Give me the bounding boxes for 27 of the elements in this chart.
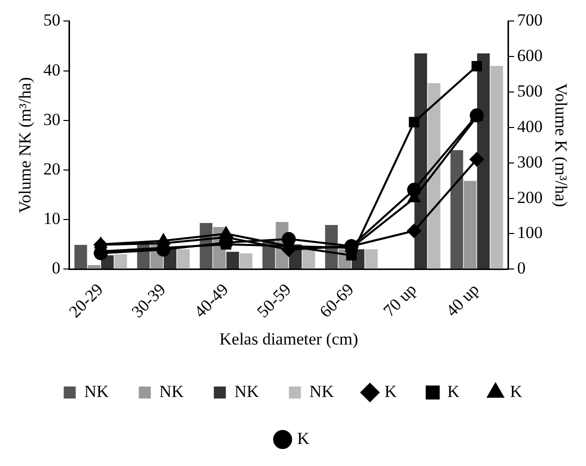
y-tick-label: 40	[43, 60, 60, 80]
legend-label: NK	[234, 382, 260, 401]
y-tick-label: 20	[43, 159, 60, 178]
legend-label: K	[384, 382, 398, 401]
y2-tick-label: 500	[517, 82, 543, 101]
y2-tick-label: 600	[517, 46, 543, 66]
y2-tick-label: 100	[517, 223, 543, 242]
y2-axis-title: Volume K (m³/ha)	[551, 83, 570, 208]
y-tick-label: 50	[43, 10, 60, 30]
legend-label: NK	[84, 382, 110, 401]
x-axis-title: Kelas diameter (cm)	[219, 329, 358, 348]
y2-tick-label: 0	[517, 258, 526, 278]
legend-label: NK	[159, 382, 185, 401]
y2-tick-label: 200	[517, 188, 543, 207]
x-tick-label: 40 up	[442, 280, 483, 320]
y2-tick-label: 300	[517, 152, 543, 172]
y-tick-label: 10	[43, 209, 60, 228]
y-tick-label: 0	[52, 258, 60, 278]
legend-label: K	[297, 428, 310, 448]
x-tick-label: 70 up	[380, 280, 420, 320]
y2-tick-label: 700	[517, 10, 543, 30]
y-axis-title: Volume NK (m³/ha)	[16, 77, 35, 214]
legend-label: K	[510, 382, 523, 401]
y2-tick-label: 400	[517, 116, 543, 136]
y-tick-label: 30	[43, 110, 60, 129]
legend-label: NK	[309, 382, 335, 401]
legend-label: K	[447, 382, 460, 401]
